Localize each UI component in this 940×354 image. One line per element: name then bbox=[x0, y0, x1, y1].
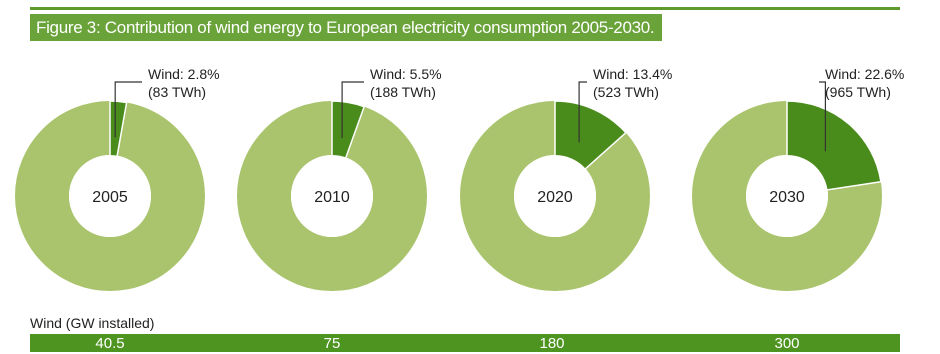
leader-line bbox=[578, 81, 587, 143]
wind-share-label: Wind: 22.6% bbox=[825, 66, 904, 82]
wind-share-label: Wind: 13.4% bbox=[593, 66, 672, 82]
gw-value-2030: 300 bbox=[774, 335, 800, 352]
wind-twh-label: (188 TWh) bbox=[370, 84, 436, 100]
gw-value-2005: 40.5 bbox=[95, 335, 125, 352]
wind-twh-label: (523 TWh) bbox=[593, 84, 659, 100]
donut-year-label: 2005 bbox=[92, 189, 128, 206]
wind-share-label: Wind: 2.8% bbox=[148, 66, 220, 82]
gw-value-2010: 75 bbox=[323, 335, 341, 352]
wind-share-label: Wind: 5.5% bbox=[370, 66, 442, 82]
donut-hole-2005 bbox=[69, 155, 151, 237]
donut-hole-2020 bbox=[514, 155, 596, 237]
leader-line bbox=[114, 81, 142, 138]
gw-installed-label: Wind (GW installed) bbox=[30, 315, 155, 331]
donut-year-label: 2020 bbox=[537, 189, 573, 206]
leader-line bbox=[819, 81, 827, 152]
donut-year-label: 2010 bbox=[314, 189, 350, 206]
gw-value-2020: 180 bbox=[539, 335, 565, 352]
figure-title: Figure 3: Contribution of wind energy to… bbox=[30, 14, 663, 41]
top-rule bbox=[30, 7, 900, 10]
donut-hole-2030 bbox=[746, 155, 828, 237]
wind-twh-label: (83 TWh) bbox=[148, 84, 206, 100]
wind-twh-label: (965 TWh) bbox=[825, 84, 891, 100]
leader-line bbox=[341, 81, 364, 138]
donut-year-label: 2030 bbox=[769, 189, 805, 206]
donut-hole-2010 bbox=[291, 155, 373, 237]
gw-installed-bar bbox=[30, 334, 900, 352]
donut-charts: 2005 Wind: 2.8% (83 TWh) 2010 Wind: 5.5% (188… bbox=[15, 66, 904, 291]
